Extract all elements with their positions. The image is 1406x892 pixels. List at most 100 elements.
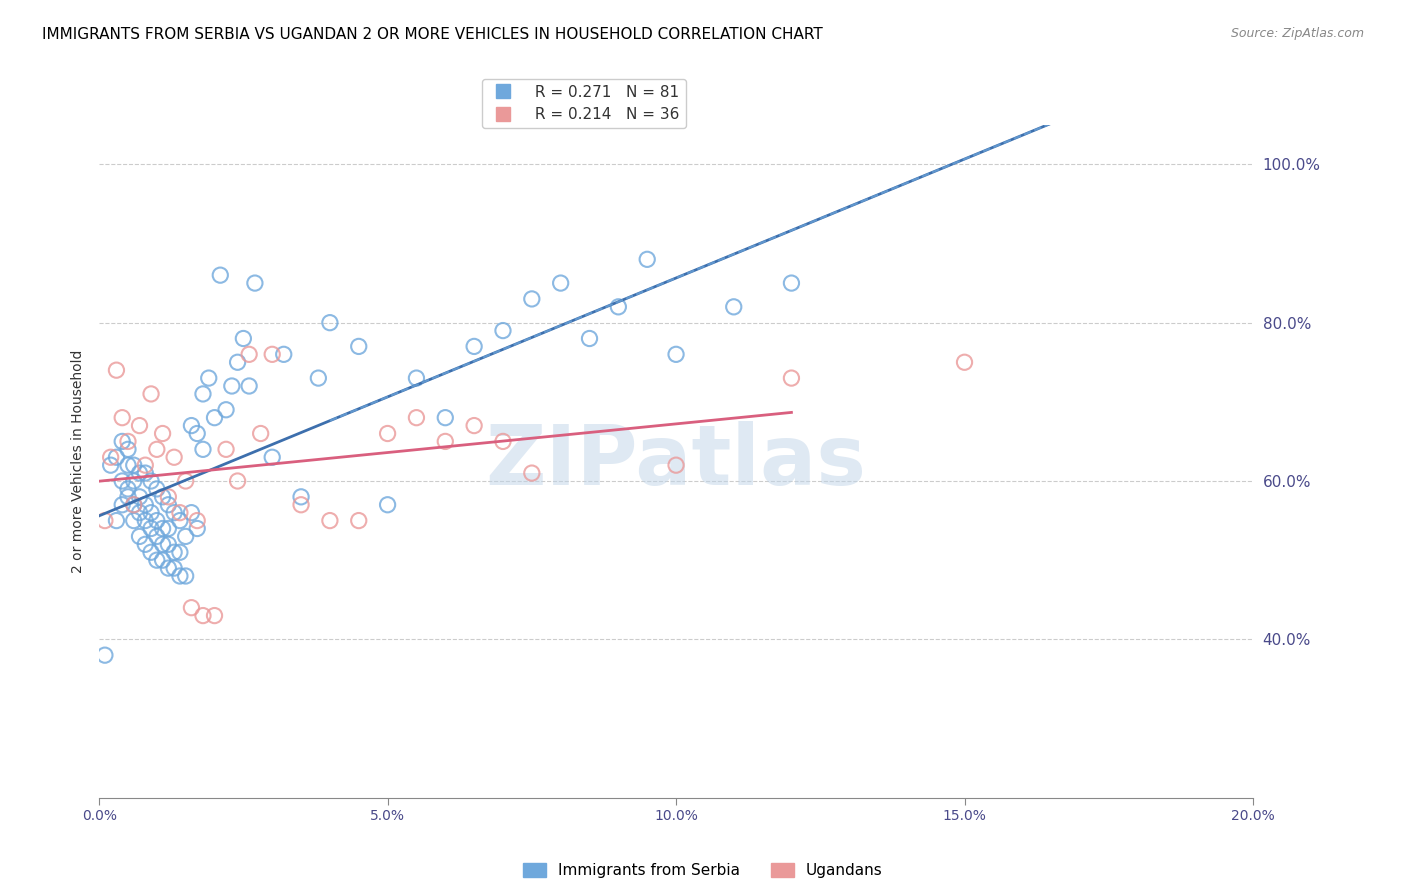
Point	[226, 474, 249, 488]
Point	[723, 300, 745, 314]
Point	[221, 379, 243, 393]
Point	[262, 450, 284, 465]
Point	[94, 648, 117, 662]
Point	[215, 442, 238, 457]
Point	[377, 498, 399, 512]
Point	[174, 569, 197, 583]
Point	[117, 482, 139, 496]
Point	[94, 514, 117, 528]
Point	[180, 506, 202, 520]
Point	[180, 600, 202, 615]
Point	[953, 355, 976, 369]
Point	[152, 490, 174, 504]
Point	[146, 514, 169, 528]
Point	[117, 458, 139, 472]
Point	[146, 529, 169, 543]
Point	[197, 371, 219, 385]
Point	[636, 252, 658, 267]
Point	[134, 514, 156, 528]
Point	[128, 490, 150, 504]
Point	[122, 458, 145, 472]
Point	[780, 371, 803, 385]
Point	[174, 474, 197, 488]
Legend: Immigrants from Serbia, Ugandans: Immigrants from Serbia, Ugandans	[517, 857, 889, 884]
Point	[152, 521, 174, 535]
Point	[128, 506, 150, 520]
Point	[550, 276, 572, 290]
Point	[238, 347, 260, 361]
Point	[134, 498, 156, 512]
Point	[111, 474, 134, 488]
Point	[204, 608, 226, 623]
Point	[180, 418, 202, 433]
Y-axis label: 2 or more Vehicles in Household: 2 or more Vehicles in Household	[72, 350, 86, 573]
Point	[186, 514, 208, 528]
Point	[492, 434, 515, 449]
Point	[204, 410, 226, 425]
Point	[307, 371, 329, 385]
Point	[226, 355, 249, 369]
Point	[117, 442, 139, 457]
Point	[463, 418, 485, 433]
Point	[347, 339, 370, 353]
Point	[128, 466, 150, 480]
Point	[111, 498, 134, 512]
Point	[139, 387, 162, 401]
Point	[117, 434, 139, 449]
Point	[105, 514, 128, 528]
Point	[122, 474, 145, 488]
Point	[122, 498, 145, 512]
Point	[578, 331, 600, 345]
Point	[405, 371, 427, 385]
Point	[100, 458, 122, 472]
Text: ZIPatlas: ZIPatlas	[485, 421, 866, 501]
Point	[111, 434, 134, 449]
Point	[607, 300, 630, 314]
Point	[128, 418, 150, 433]
Point	[232, 331, 254, 345]
Text: Source: ZipAtlas.com: Source: ZipAtlas.com	[1230, 27, 1364, 40]
Point	[157, 537, 180, 551]
Point	[492, 324, 515, 338]
Point	[122, 514, 145, 528]
Point	[463, 339, 485, 353]
Point	[100, 450, 122, 465]
Point	[152, 426, 174, 441]
Point	[347, 514, 370, 528]
Point	[249, 426, 271, 441]
Point	[209, 268, 232, 282]
Point	[163, 561, 186, 575]
Point	[157, 561, 180, 575]
Point	[238, 379, 260, 393]
Point	[405, 410, 427, 425]
Point	[139, 506, 162, 520]
Point	[262, 347, 284, 361]
Point	[319, 316, 342, 330]
Point	[290, 490, 312, 504]
Point	[520, 466, 543, 480]
Point	[152, 537, 174, 551]
Point	[377, 426, 399, 441]
Point	[434, 434, 457, 449]
Point	[191, 387, 214, 401]
Point	[169, 506, 191, 520]
Point	[111, 410, 134, 425]
Point	[665, 458, 688, 472]
Point	[157, 498, 180, 512]
Point	[191, 442, 214, 457]
Point	[105, 363, 128, 377]
Point	[174, 529, 197, 543]
Point	[434, 410, 457, 425]
Point	[134, 537, 156, 551]
Legend:  R = 0.271   N = 81,  R = 0.214   N = 36: R = 0.271 N = 81, R = 0.214 N = 36	[482, 78, 686, 128]
Point	[169, 545, 191, 559]
Point	[146, 442, 169, 457]
Point	[273, 347, 295, 361]
Point	[146, 553, 169, 567]
Point	[139, 545, 162, 559]
Point	[163, 545, 186, 559]
Point	[117, 490, 139, 504]
Point	[319, 514, 342, 528]
Point	[215, 402, 238, 417]
Point	[191, 608, 214, 623]
